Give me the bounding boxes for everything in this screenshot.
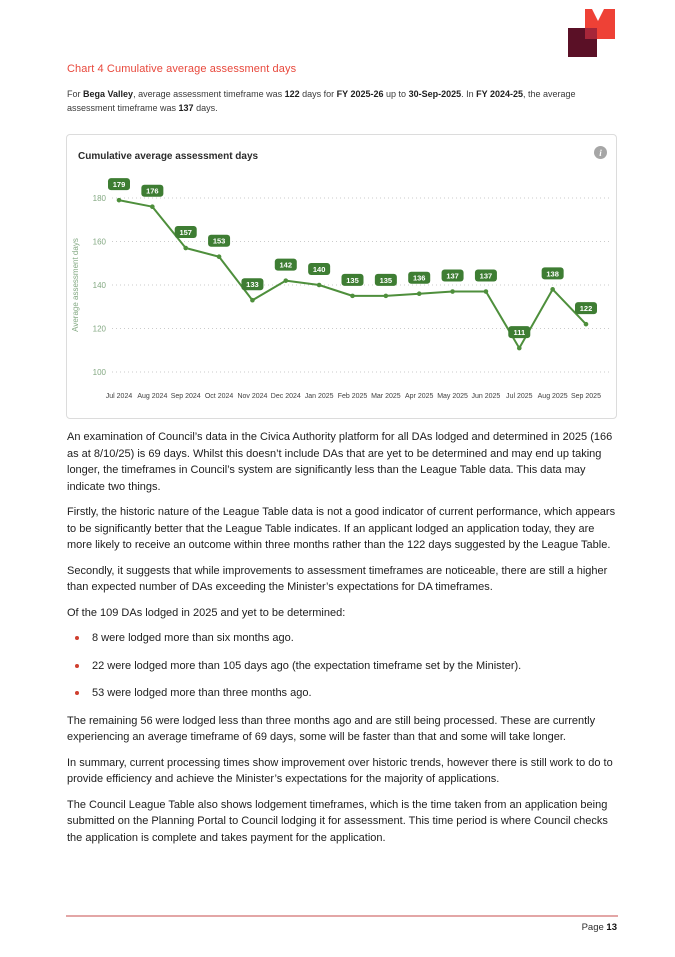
svg-text:Sep 2024: Sep 2024 bbox=[171, 393, 201, 400]
svg-text:157: 157 bbox=[179, 228, 192, 237]
page-number-label: Page bbox=[581, 922, 607, 933]
svg-text:Aug 2025: Aug 2025 bbox=[538, 393, 568, 400]
bullet-item: 22 were lodged more than 105 days ago (t… bbox=[67, 658, 620, 675]
svg-text:100: 100 bbox=[93, 368, 107, 377]
svg-text:160: 160 bbox=[93, 238, 107, 247]
bullet-item: 53 were lodged more than three months ag… bbox=[67, 685, 620, 702]
svg-text:Mar 2025: Mar 2025 bbox=[371, 393, 401, 400]
svg-text:142: 142 bbox=[280, 261, 293, 270]
info-icon[interactable]: i bbox=[594, 146, 607, 159]
svg-text:135: 135 bbox=[346, 276, 359, 285]
svg-text:140: 140 bbox=[93, 281, 107, 290]
bullet-item: 8 were lodged more than six months ago. bbox=[67, 630, 620, 647]
svg-text:140: 140 bbox=[313, 265, 326, 274]
svg-text:Aug 2024: Aug 2024 bbox=[137, 393, 167, 400]
svg-text:138: 138 bbox=[546, 269, 559, 278]
bullet-text: 8 were lodged more than six months ago. bbox=[92, 632, 294, 644]
bullet-icon bbox=[75, 663, 79, 668]
svg-text:Jun 2025: Jun 2025 bbox=[472, 393, 501, 400]
bullet-text: 22 were lodged more than 105 days ago (t… bbox=[92, 659, 522, 672]
body-paragraph: The Council League Table also shows lodg… bbox=[67, 798, 608, 844]
svg-text:133: 133 bbox=[246, 280, 259, 289]
svg-text:176: 176 bbox=[146, 187, 159, 196]
svg-text:Nov 2024: Nov 2024 bbox=[237, 393, 267, 400]
svg-text:136: 136 bbox=[413, 274, 426, 283]
gridlines: 100 120 140 160 180 bbox=[93, 194, 611, 377]
chart-intro: For Bega Valley, average assessment time… bbox=[67, 89, 576, 114]
chart-title: Cumulative average assessment days bbox=[78, 151, 259, 162]
svg-text:137: 137 bbox=[480, 272, 493, 281]
svg-text:Feb 2025: Feb 2025 bbox=[338, 393, 368, 400]
bullet-icon bbox=[75, 691, 79, 695]
body-paragraph: The remaining 56 were lodged less than t… bbox=[67, 714, 596, 744]
svg-text:180: 180 bbox=[93, 194, 107, 203]
body-text: An examination of Council’s data in the … bbox=[67, 429, 620, 855]
svg-text:137: 137 bbox=[446, 272, 459, 281]
bullet-text: 53 were lodged more than three months ag… bbox=[92, 687, 312, 699]
page-number: Page 13 bbox=[582, 922, 617, 933]
bullet-icon bbox=[75, 636, 79, 640]
svg-text:Jul 2024: Jul 2024 bbox=[106, 393, 133, 400]
svg-text:Jan 2025: Jan 2025 bbox=[305, 393, 334, 400]
paragraphs-before: An examination of Council’s data in the … bbox=[67, 429, 620, 621]
svg-text:Sep 2025: Sep 2025 bbox=[571, 393, 601, 400]
svg-text:111: 111 bbox=[513, 328, 525, 337]
chart-card: 100 120 140 160 180 Average assessment days Ju… bbox=[66, 134, 617, 419]
chart-heading: Chart 4 Cumulative average assessment da… bbox=[67, 63, 297, 75]
footer-divider bbox=[66, 915, 618, 917]
body-paragraph: Of the 109 DAs lodged in 2025 and yet to… bbox=[67, 606, 346, 619]
svg-text:Oct 2024: Oct 2024 bbox=[205, 393, 234, 400]
assessment-chart: 100 120 140 160 180 Average assessment days Ju… bbox=[71, 178, 611, 400]
svg-text:179: 179 bbox=[113, 180, 126, 189]
body-paragraph: Firstly, the historic nature of the Leag… bbox=[67, 506, 616, 551]
body-paragraph: An examination of Council’s data in the … bbox=[67, 431, 613, 493]
page-number-value: 13 bbox=[606, 922, 617, 933]
data-point-labels: 179 176 157 153 133 142 140 135 135 136 137 137 111 1… bbox=[108, 178, 597, 351]
svg-text:Jul 2025: Jul 2025 bbox=[506, 393, 533, 400]
svg-text:Apr 2025: Apr 2025 bbox=[405, 393, 434, 400]
svg-text:120: 120 bbox=[93, 325, 107, 334]
svg-text:Dec 2024: Dec 2024 bbox=[271, 393, 301, 400]
x-axis-labels: Jul 2024 Aug 2024 Sep 2024 Oct 2024 Nov 2024… bbox=[106, 393, 601, 400]
bullet-list: 8 were lodged more than six months ago. 2… bbox=[67, 630, 620, 702]
brand-logo-icon bbox=[568, 9, 615, 57]
svg-text:153: 153 bbox=[213, 237, 226, 246]
svg-text:May 2025: May 2025 bbox=[437, 393, 468, 400]
svg-text:122: 122 bbox=[580, 304, 593, 313]
y-axis-title: Average assessment days bbox=[71, 238, 80, 332]
body-paragraph: Secondly, it suggests that while improve… bbox=[67, 564, 608, 594]
paragraphs-after: The remaining 56 were lodged less than t… bbox=[67, 713, 620, 847]
svg-text:135: 135 bbox=[380, 276, 393, 285]
body-paragraph: In summary, current processing times sho… bbox=[67, 756, 613, 786]
